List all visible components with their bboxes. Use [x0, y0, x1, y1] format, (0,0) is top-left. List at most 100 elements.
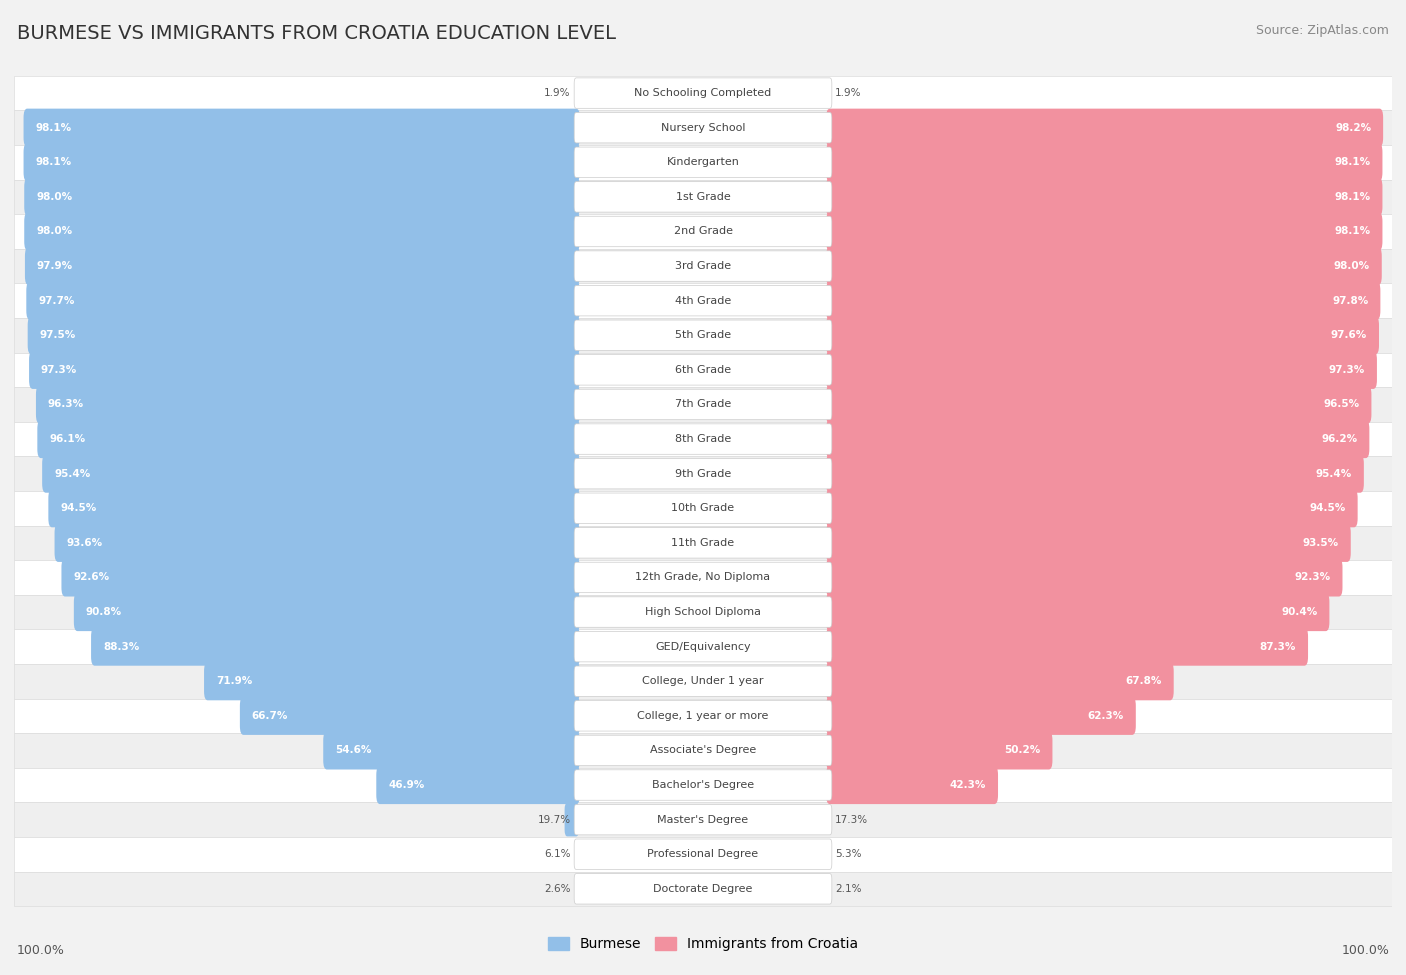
FancyBboxPatch shape [827, 177, 1382, 215]
FancyBboxPatch shape [827, 108, 1384, 147]
Text: 97.8%: 97.8% [1333, 295, 1368, 306]
Text: 11th Grade: 11th Grade [672, 538, 734, 548]
Bar [14, 179, 1392, 214]
Text: 8th Grade: 8th Grade [675, 434, 731, 444]
Bar [14, 387, 1392, 422]
FancyBboxPatch shape [24, 177, 579, 215]
Text: 96.5%: 96.5% [1323, 400, 1360, 410]
FancyBboxPatch shape [827, 662, 1174, 700]
FancyBboxPatch shape [574, 527, 832, 558]
FancyBboxPatch shape [827, 282, 1381, 320]
Text: 98.0%: 98.0% [1334, 261, 1369, 271]
FancyBboxPatch shape [574, 112, 832, 143]
FancyBboxPatch shape [827, 489, 1358, 527]
Text: 100.0%: 100.0% [1341, 945, 1389, 957]
Text: Source: ZipAtlas.com: Source: ZipAtlas.com [1256, 24, 1389, 37]
Bar [14, 872, 1392, 906]
Text: GED/Equivalency: GED/Equivalency [655, 642, 751, 651]
Text: Associate's Degree: Associate's Degree [650, 746, 756, 756]
Text: 97.6%: 97.6% [1331, 331, 1367, 340]
Text: 2.6%: 2.6% [544, 883, 571, 894]
Text: 98.0%: 98.0% [37, 192, 72, 202]
Bar [14, 456, 1392, 491]
Text: 62.3%: 62.3% [1088, 711, 1123, 721]
Text: 2nd Grade: 2nd Grade [673, 226, 733, 237]
FancyBboxPatch shape [827, 316, 1379, 354]
Text: 96.1%: 96.1% [49, 434, 86, 444]
FancyBboxPatch shape [574, 181, 832, 213]
FancyBboxPatch shape [42, 454, 579, 492]
Legend: Burmese, Immigrants from Croatia: Burmese, Immigrants from Croatia [543, 932, 863, 956]
Bar [14, 353, 1392, 387]
FancyBboxPatch shape [827, 143, 1382, 181]
FancyBboxPatch shape [827, 766, 998, 804]
Text: No Schooling Completed: No Schooling Completed [634, 88, 772, 98]
FancyBboxPatch shape [827, 593, 1330, 631]
FancyBboxPatch shape [28, 316, 579, 354]
Bar [14, 561, 1392, 595]
Text: 97.3%: 97.3% [1329, 365, 1365, 374]
Bar [14, 422, 1392, 456]
FancyBboxPatch shape [827, 420, 1369, 458]
FancyBboxPatch shape [574, 389, 832, 419]
Text: 12th Grade, No Diploma: 12th Grade, No Diploma [636, 572, 770, 582]
FancyBboxPatch shape [827, 247, 1382, 285]
FancyBboxPatch shape [574, 424, 832, 454]
FancyBboxPatch shape [24, 143, 579, 181]
Text: 9th Grade: 9th Grade [675, 469, 731, 479]
FancyBboxPatch shape [827, 559, 1343, 597]
FancyBboxPatch shape [91, 628, 579, 666]
Text: 17.3%: 17.3% [835, 815, 869, 825]
Text: 98.0%: 98.0% [37, 226, 72, 237]
FancyBboxPatch shape [30, 351, 579, 389]
Bar [14, 284, 1392, 318]
FancyBboxPatch shape [377, 766, 579, 804]
Text: 90.4%: 90.4% [1281, 607, 1317, 617]
Text: 1st Grade: 1st Grade [676, 192, 730, 202]
FancyBboxPatch shape [574, 804, 832, 835]
Text: Bachelor's Degree: Bachelor's Degree [652, 780, 754, 790]
Bar [14, 214, 1392, 249]
FancyBboxPatch shape [574, 286, 832, 316]
Text: 98.1%: 98.1% [1334, 192, 1371, 202]
Text: 46.9%: 46.9% [388, 780, 425, 790]
Bar [14, 802, 1392, 837]
FancyBboxPatch shape [565, 802, 579, 837]
Text: 97.7%: 97.7% [38, 295, 75, 306]
FancyBboxPatch shape [574, 874, 832, 904]
Bar [14, 595, 1392, 629]
Bar [14, 145, 1392, 179]
Text: College, 1 year or more: College, 1 year or more [637, 711, 769, 721]
Text: 98.1%: 98.1% [1334, 226, 1371, 237]
Text: 4th Grade: 4th Grade [675, 295, 731, 306]
Text: 97.9%: 97.9% [37, 261, 73, 271]
Text: 92.6%: 92.6% [73, 572, 110, 582]
FancyBboxPatch shape [574, 320, 832, 350]
Text: 95.4%: 95.4% [53, 469, 90, 479]
Bar [14, 733, 1392, 767]
Text: 98.1%: 98.1% [1334, 157, 1371, 168]
Text: 6th Grade: 6th Grade [675, 365, 731, 374]
Text: College, Under 1 year: College, Under 1 year [643, 677, 763, 686]
Text: 95.4%: 95.4% [1316, 469, 1353, 479]
FancyBboxPatch shape [827, 628, 1308, 666]
FancyBboxPatch shape [574, 216, 832, 247]
FancyBboxPatch shape [827, 351, 1376, 389]
FancyBboxPatch shape [574, 251, 832, 282]
Text: Professional Degree: Professional Degree [647, 849, 759, 859]
Text: 90.8%: 90.8% [86, 607, 122, 617]
FancyBboxPatch shape [48, 489, 579, 527]
Text: 7th Grade: 7th Grade [675, 400, 731, 410]
FancyBboxPatch shape [24, 213, 579, 251]
FancyBboxPatch shape [27, 282, 579, 320]
FancyBboxPatch shape [574, 147, 832, 177]
Text: 42.3%: 42.3% [950, 780, 986, 790]
FancyBboxPatch shape [204, 662, 579, 700]
Text: 3rd Grade: 3rd Grade [675, 261, 731, 271]
Text: 87.3%: 87.3% [1260, 642, 1296, 651]
FancyBboxPatch shape [574, 493, 832, 524]
Text: Kindergarten: Kindergarten [666, 157, 740, 168]
Bar [14, 110, 1392, 145]
FancyBboxPatch shape [55, 524, 579, 562]
FancyBboxPatch shape [574, 770, 832, 800]
